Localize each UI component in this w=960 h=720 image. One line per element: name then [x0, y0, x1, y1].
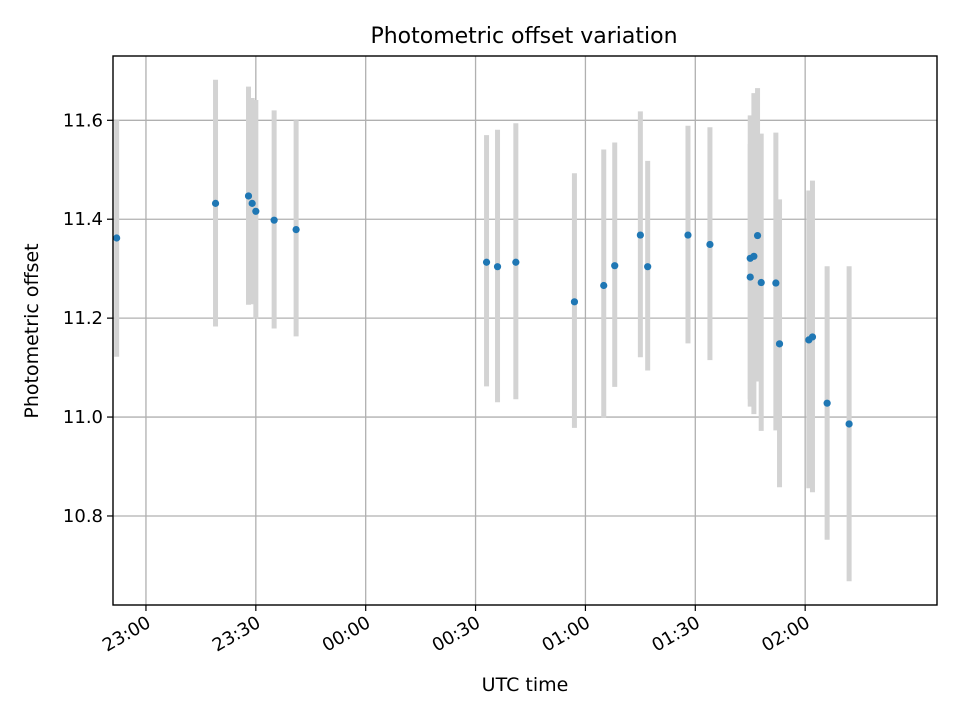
data-point	[211, 199, 220, 207]
data-point	[706, 240, 714, 249]
y-tick-label: 10.8	[63, 506, 103, 527]
data-point	[611, 262, 619, 270]
data-point	[684, 231, 692, 239]
data-point	[482, 258, 491, 266]
chart-title: Photometric offset variation	[370, 24, 677, 49]
data-point	[270, 216, 278, 224]
data-point	[113, 234, 121, 242]
data-point	[808, 333, 817, 341]
data-point	[772, 279, 780, 287]
data-point	[823, 399, 831, 407]
data-point	[750, 252, 758, 260]
y-tick-label: 11.6	[63, 110, 103, 131]
point-layer	[113, 192, 853, 428]
data-point	[775, 340, 784, 348]
data-point	[292, 226, 300, 234]
y-tick-label: 11.2	[63, 308, 103, 329]
data-point	[493, 263, 502, 271]
y-tick-label: 11.0	[63, 407, 103, 428]
x-axis-label: UTC time	[482, 674, 569, 696]
data-point	[753, 231, 762, 240]
data-point	[244, 192, 253, 200]
data-point	[252, 207, 260, 215]
data-point	[600, 281, 608, 290]
y-axis-label: Photometric offset	[21, 243, 43, 418]
data-point	[512, 258, 520, 266]
plot-frame	[112, 55, 938, 606]
data-point	[845, 420, 853, 428]
y-axis-ticks: 10.8 11.0 11.2 11.4 11.6	[63, 110, 113, 527]
data-point	[757, 278, 765, 287]
y-tick-label: 11.4	[63, 209, 103, 230]
data-point	[644, 263, 652, 271]
data-point	[570, 298, 579, 306]
data-point	[248, 199, 256, 207]
data-point	[746, 273, 754, 281]
data-point	[636, 231, 644, 239]
